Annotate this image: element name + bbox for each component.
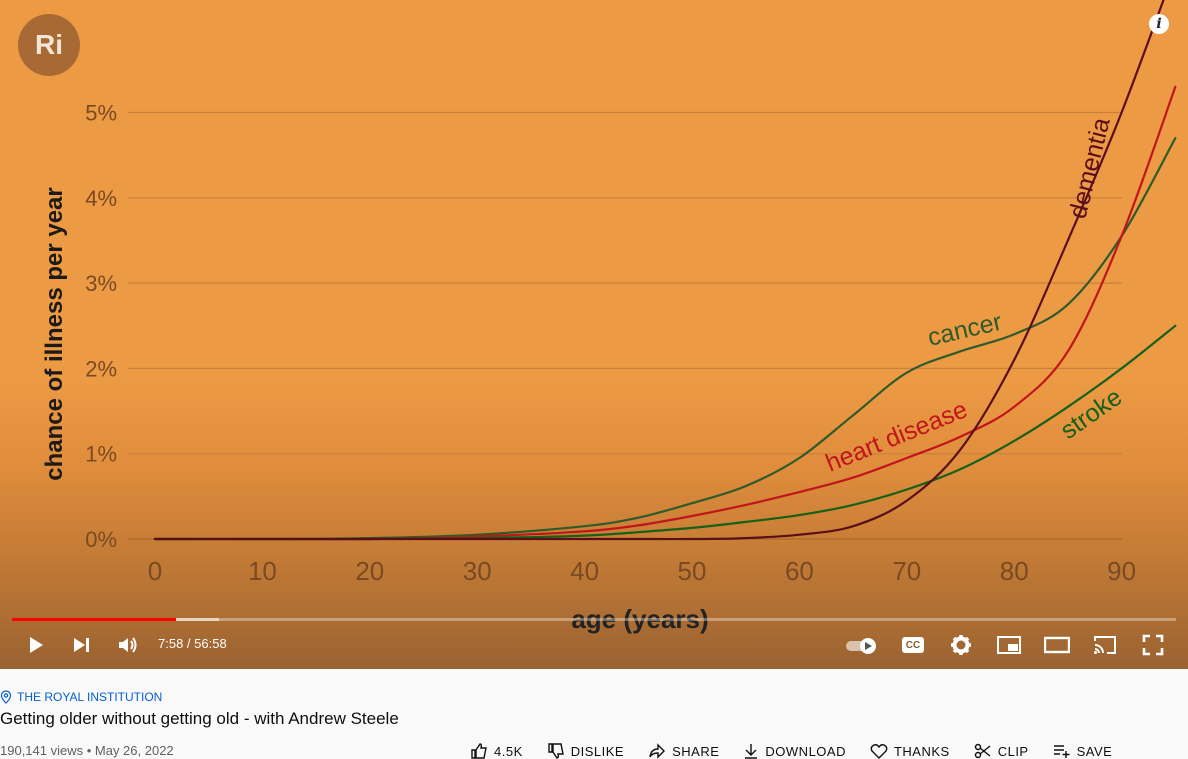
series-label-heart-disease: heart disease xyxy=(822,395,972,477)
clip-button[interactable]: CLIP xyxy=(974,743,1029,759)
y-tick-label: 0% xyxy=(85,527,117,552)
video-title: Getting older without getting old - with… xyxy=(0,709,399,728)
next-icon[interactable] xyxy=(68,632,94,658)
logo-text: Ri xyxy=(35,29,63,60)
x-tick-label: 90 xyxy=(1107,556,1136,586)
dislike-label: DISLIKE xyxy=(570,743,625,759)
theater-icon[interactable] xyxy=(1043,632,1071,658)
channel-watermark-logo[interactable]: Ri xyxy=(18,14,80,76)
action-bar: 4.5K DISLIKE SHARE DOWNLOAD THANKS CLIP … xyxy=(470,743,1136,759)
series-label-cancer: cancer xyxy=(925,308,1004,352)
view-count-date: 190,141 views • May 26, 2022 xyxy=(0,743,174,758)
cast-icon[interactable] xyxy=(1091,632,1119,658)
thumbs-up-icon xyxy=(471,743,487,759)
video-frame xyxy=(0,0,1188,669)
y-tick-label: 4% xyxy=(85,186,117,211)
info-icon-glyph: i xyxy=(1156,16,1162,32)
series-label-stroke: stroke xyxy=(1055,383,1127,445)
miniplayer-icon[interactable] xyxy=(996,632,1022,658)
x-tick-label: 60 xyxy=(785,556,814,586)
x-tick-label: 70 xyxy=(892,556,921,586)
like-button[interactable]: 4.5K xyxy=(470,743,523,759)
download-label: DOWNLOAD xyxy=(765,743,846,759)
clip-label: CLIP xyxy=(997,743,1029,759)
series-line-heart-disease xyxy=(153,85,1177,541)
share-button[interactable]: SHARE xyxy=(648,743,719,759)
download-button[interactable]: DOWNLOAD xyxy=(743,743,846,759)
progress-played xyxy=(12,618,176,621)
share-icon xyxy=(649,743,666,759)
save-label: SAVE xyxy=(1076,743,1113,759)
x-tick-label: 40 xyxy=(570,556,599,586)
cc-button[interactable]: CC xyxy=(900,632,926,658)
play-icon[interactable] xyxy=(22,632,48,658)
x-tick-label: 10 xyxy=(248,556,277,586)
y-tick-label: 2% xyxy=(85,356,117,381)
save-button[interactable]: SAVE xyxy=(1053,743,1113,759)
x-tick-label: 30 xyxy=(463,556,492,586)
y-axis-label: chance of illness per year xyxy=(41,187,68,480)
video-info-panel xyxy=(0,669,1188,752)
x-tick-label: 50 xyxy=(678,556,707,586)
series-line-stroke xyxy=(153,324,1177,541)
x-tick-label: 80 xyxy=(1000,556,1029,586)
series-line-dementia xyxy=(153,0,1165,541)
volume-icon[interactable] xyxy=(114,632,142,658)
chart: 0% 1% 2% 3% 4% 5% 0 10 20 30 40 50 60 70 80 90 chance of… xyxy=(41,0,1177,586)
thanks-button[interactable]: THANKS xyxy=(870,743,950,759)
y-tick-label: 3% xyxy=(85,271,117,296)
thanks-heart-icon xyxy=(870,744,888,759)
autoplay-toggle-icon[interactable] xyxy=(844,634,880,658)
thumbs-down-icon xyxy=(548,743,564,759)
channel-link[interactable]: THE ROYAL INSTITUTION xyxy=(0,690,162,704)
x-tick-label: 0 xyxy=(148,556,162,586)
x-axis-label: age (years) xyxy=(571,604,709,634)
location-pin-icon xyxy=(0,690,12,704)
like-count: 4.5K xyxy=(494,743,523,759)
channel-name: THE ROYAL INSTITUTION xyxy=(17,690,163,704)
video-player[interactable]: 0% 1% 2% 3% 4% 5% 0 10 20 30 40 50 60 70 80 90 chance of… xyxy=(0,0,1188,669)
download-icon xyxy=(745,744,758,759)
info-icon[interactable]: i xyxy=(1149,14,1169,34)
thanks-label: THANKS xyxy=(893,743,950,759)
y-tick-label: 5% xyxy=(85,101,117,126)
time-display: 7:58 / 56:58 xyxy=(158,636,227,651)
cc-label: CC xyxy=(902,637,924,653)
y-tick-label: 1% xyxy=(85,442,117,467)
playlist-add-icon xyxy=(1053,745,1070,758)
series-label-dementia: dementia xyxy=(1064,115,1116,222)
progress-bar[interactable] xyxy=(12,618,1176,621)
fullscreen-icon[interactable] xyxy=(1140,632,1166,658)
scissors-icon xyxy=(974,743,991,759)
x-tick-label: 20 xyxy=(355,556,384,586)
dislike-button[interactable]: DISLIKE xyxy=(547,743,624,759)
share-label: SHARE xyxy=(672,743,720,759)
gear-icon[interactable] xyxy=(948,632,974,658)
